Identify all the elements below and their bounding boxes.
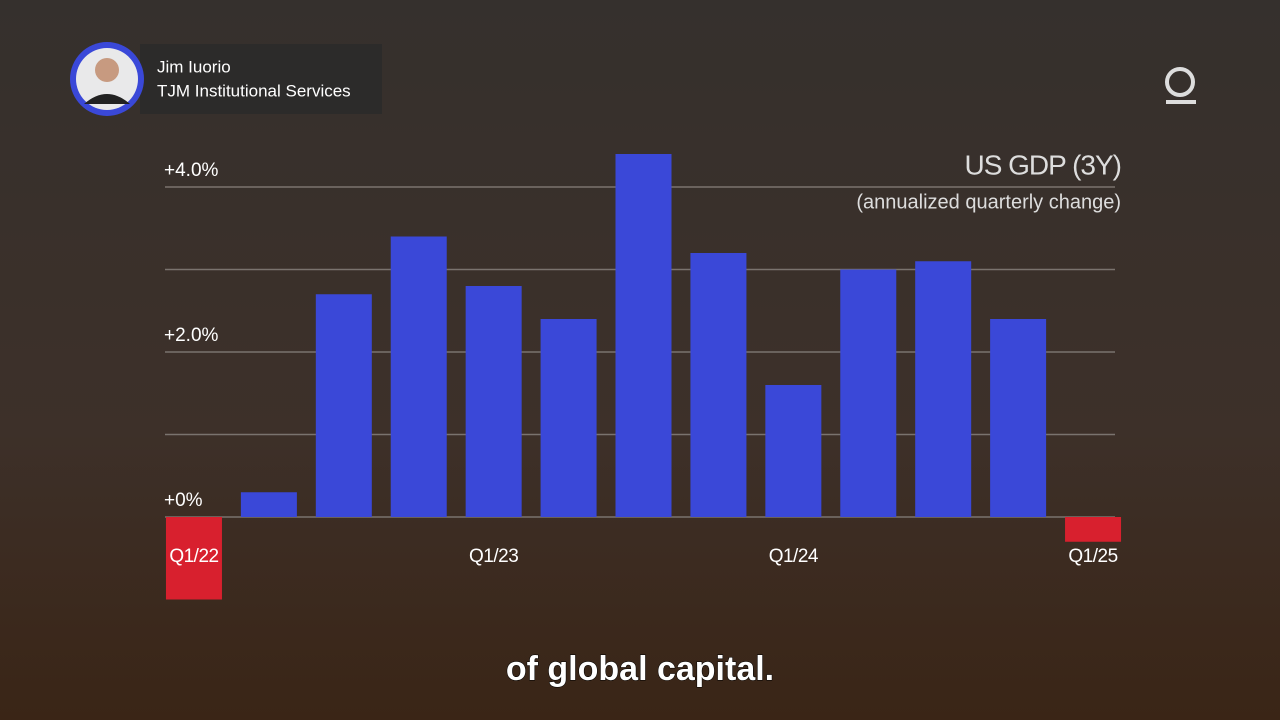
bar xyxy=(465,286,522,517)
bar xyxy=(915,261,972,517)
y-tick-label: +4.0% xyxy=(164,160,219,181)
bar xyxy=(1065,517,1122,542)
avatar-body xyxy=(84,94,130,104)
bar xyxy=(390,236,447,517)
name-card xyxy=(140,44,382,114)
bar xyxy=(690,253,747,517)
speaker-org: TJM Institutional Services xyxy=(157,81,351,100)
bar xyxy=(765,385,822,517)
caption: of global capital. xyxy=(506,650,774,688)
x-tick-label: Q1/25 xyxy=(1068,546,1117,567)
bar xyxy=(840,269,897,517)
logo xyxy=(1165,67,1195,97)
bar xyxy=(165,517,222,600)
bar xyxy=(240,492,297,517)
speaker-name: Jim Iuorio xyxy=(157,57,231,76)
x-tick-label: Q1/24 xyxy=(769,546,819,567)
plot: +0% +2.0% +4.0% Q1/22 Q1/23 Q1/24 Q1/25 xyxy=(164,154,1122,600)
x-tick-label: Q1/22 xyxy=(169,546,218,567)
bar xyxy=(540,319,597,517)
x-tick-label: Q1/23 xyxy=(469,546,518,567)
bar xyxy=(615,154,672,517)
y-tick-label: +2.0% xyxy=(164,325,219,346)
y-tick-label: +0% xyxy=(164,490,203,511)
bar xyxy=(990,319,1047,517)
avatar-face xyxy=(95,58,119,82)
chart-subtitle: (annualized quarterly change) xyxy=(856,191,1121,213)
chart-title: US GDP (3Y) xyxy=(964,149,1121,180)
bar xyxy=(315,294,372,517)
